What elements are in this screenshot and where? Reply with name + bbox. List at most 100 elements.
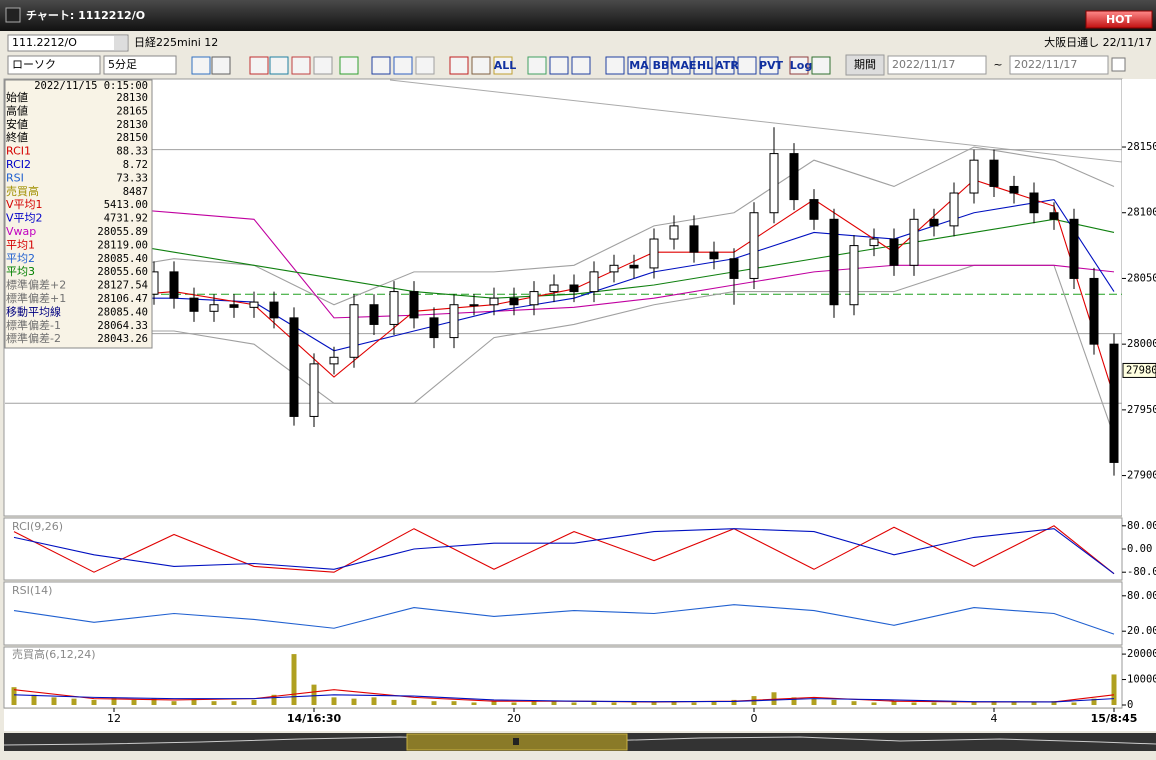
toolbar-icon[interactable] <box>249 56 269 75</box>
toolbar-icon[interactable] <box>759 56 779 75</box>
toolbar-icon[interactable] <box>211 56 231 75</box>
toolbar-icon[interactable] <box>471 56 491 75</box>
period-button[interactable] <box>845 54 885 76</box>
toolbar-icon[interactable] <box>339 56 359 75</box>
volume-bar <box>311 684 317 705</box>
toolbar-icon[interactable] <box>191 56 211 75</box>
title-bar <box>0 0 1156 31</box>
toolbar-icon[interactable] <box>291 56 311 75</box>
volume-bar <box>331 697 337 705</box>
toolbar-icon[interactable] <box>527 56 547 75</box>
last-price: 27980 <box>1126 364 1156 376</box>
candle-body <box>949 192 959 227</box>
date-from[interactable] <box>887 55 987 75</box>
main-panel <box>3 78 1123 517</box>
toolbar-icon[interactable] <box>449 56 469 75</box>
panel-title: 売買高(6,12,24) <box>12 647 96 661</box>
info-value: 28106.47 <box>97 293 148 305</box>
volume-bar <box>471 702 477 705</box>
indicator-line <box>13 525 1115 575</box>
candle-body <box>1069 218 1079 279</box>
candle-body <box>649 238 659 269</box>
toolbar-icon[interactable] <box>393 56 413 75</box>
icon-label: PVT <box>759 59 784 72</box>
volume-bar <box>911 702 917 705</box>
info-label: 平均2 <box>6 252 35 265</box>
hot-label[interactable]: HOT <box>1106 13 1133 26</box>
volume-bar <box>591 701 597 705</box>
toolbar-icon[interactable] <box>811 56 831 75</box>
toolbar-icon[interactable] <box>737 56 757 75</box>
combo-arrow[interactable] <box>114 36 127 50</box>
code-combo[interactable] <box>7 34 129 52</box>
period-label[interactable]: 期間 <box>854 58 876 71</box>
toolbar-icon[interactable] <box>571 56 591 75</box>
info-value: 28127.54 <box>97 280 148 292</box>
volume-panel <box>3 646 1123 709</box>
toolbar-icon[interactable] <box>371 56 391 75</box>
volume-bar <box>111 697 117 705</box>
candle-body <box>409 291 419 319</box>
toolbar-icon[interactable] <box>313 56 333 75</box>
toolbar-icon[interactable] <box>693 56 713 75</box>
info-value: 5413.00 <box>104 199 148 211</box>
candle-body <box>669 225 679 240</box>
volume-bar <box>851 701 857 705</box>
candle-body <box>369 304 379 325</box>
chart-type-combo[interactable] <box>7 55 101 75</box>
toolbar-icon[interactable] <box>493 56 513 75</box>
candle-body <box>629 264 639 269</box>
info-label: 標準偏差-1 <box>6 318 61 332</box>
toolbar-icon[interactable] <box>415 56 435 75</box>
candle-body <box>489 297 499 306</box>
volume-bar <box>251 699 257 705</box>
x-tick-label: 15/8:45 <box>1091 712 1138 725</box>
y-tick-label: 0.00 <box>1127 543 1152 555</box>
toolbar-icon[interactable] <box>549 56 569 75</box>
date-to-text: 2022/11/17 <box>1014 58 1077 71</box>
toolbar-icon[interactable] <box>627 56 647 75</box>
info-label: 平均3 <box>6 265 35 278</box>
info-label: 標準偏差+1 <box>6 291 66 305</box>
info-value: 4731.92 <box>104 213 148 225</box>
volume-bar <box>1051 701 1057 705</box>
y-tick-label: 28000 <box>1127 338 1156 350</box>
toolbar-icon[interactable] <box>789 56 809 75</box>
toolbar-icon[interactable] <box>671 56 691 75</box>
candle-body <box>169 271 179 299</box>
volume-bar <box>211 701 217 705</box>
rsi-panel <box>3 581 1123 646</box>
toolbar-icon[interactable] <box>269 56 289 75</box>
date-to[interactable] <box>1009 55 1109 75</box>
moving-average <box>14 205 1115 319</box>
candle-body <box>689 225 699 253</box>
y-tick-label: 20000 <box>1127 648 1156 660</box>
volume-bar <box>731 699 737 705</box>
candle-body <box>389 291 399 325</box>
volume-bar <box>891 701 897 705</box>
info-label: V平均2 <box>6 212 43 225</box>
hot-button[interactable] <box>1085 10 1153 29</box>
info-label: 標準偏差-2 <box>6 331 61 345</box>
candle-body <box>269 301 279 319</box>
candle-body <box>1049 212 1059 220</box>
moving-average <box>13 146 1115 306</box>
info-value: 28055.60 <box>97 266 148 278</box>
toolbar-icon[interactable] <box>715 56 735 75</box>
volume-bar <box>271 694 277 705</box>
candle-body <box>1009 185 1019 194</box>
volume-bar <box>691 702 697 705</box>
candle-body <box>809 199 819 220</box>
thumb-grip <box>513 738 519 745</box>
interval-combo[interactable] <box>103 55 177 75</box>
candle-body <box>249 301 259 308</box>
candle-body <box>569 284 579 293</box>
checkbox[interactable] <box>1111 57 1126 72</box>
info-label: 終値 <box>6 130 28 144</box>
toolbar-icon[interactable] <box>605 56 625 75</box>
y-tick-label: 28100 <box>1127 207 1156 219</box>
volume-bar <box>31 694 37 705</box>
toolbar-icon[interactable] <box>649 56 669 75</box>
